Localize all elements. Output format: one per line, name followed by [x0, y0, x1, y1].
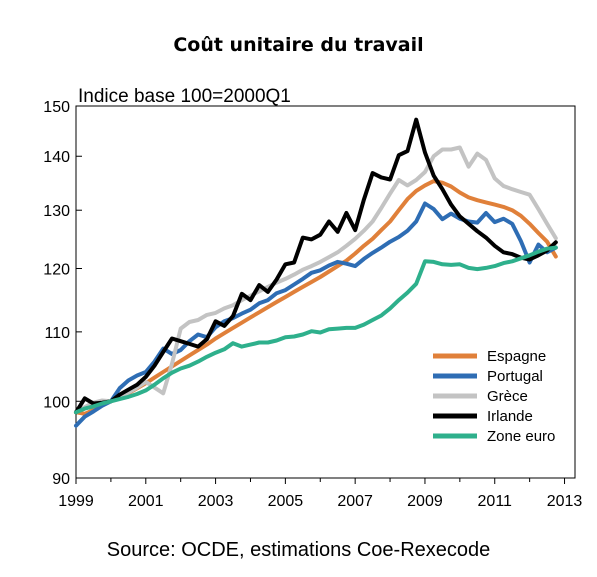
- x-tick-label: 2013: [547, 493, 583, 510]
- x-tick-label: 2009: [407, 493, 443, 510]
- y-tick-label: 110: [44, 325, 70, 342]
- series-line-irlande: [74, 117, 558, 415]
- x-tick-label: 2001: [128, 493, 164, 510]
- line-chart: 90 100 110 120 130 140 150 1999 2001 2003 2005 2007…: [43, 99, 582, 510]
- x-tick-label: 2005: [268, 493, 304, 510]
- chart-source: Source: OCDE, estimations Coe-Rexecode: [106, 539, 491, 561]
- chart-axes: 90 100 110 120 130 140 150 1999 2001 2003 2005 2007…: [43, 99, 582, 510]
- y-tick-label: 130: [43, 203, 70, 220]
- y-tick-label: 140: [43, 149, 70, 166]
- chart-subtitle: Indice base 100=2000Q1: [78, 86, 291, 107]
- series-line-portugal: [74, 201, 558, 428]
- y-tick-label: 100: [43, 394, 70, 411]
- y-tick-label: 90: [52, 471, 70, 488]
- chart-title: Coût unitaire du travail: [173, 34, 424, 56]
- legend-label-zone-euro: Zone euro: [487, 428, 555, 445]
- series-line-gr-ce: [74, 145, 558, 414]
- legend-label-irlande: Irlande: [487, 408, 533, 425]
- x-tick-label: 2011: [478, 493, 513, 510]
- legend-label-gr-ce: Grèce: [487, 388, 528, 405]
- x-tick-label: 2003: [198, 493, 234, 510]
- legend-label-portugal: Portugal: [487, 368, 543, 385]
- y-tick-label: 120: [43, 262, 70, 279]
- series-line-zone-euro: [74, 245, 558, 415]
- legend-label-espagne: Espagne: [487, 348, 546, 365]
- chart-legend: Espagne Portugal Grèce Irlande Zone euro: [433, 348, 555, 445]
- series-line-espagne: [74, 179, 558, 416]
- plot-frame: [75, 105, 576, 479]
- x-tick-label: 1999: [58, 493, 94, 510]
- y-tick-label: 150: [43, 99, 70, 116]
- x-tick-label: 2007: [337, 493, 373, 510]
- series-group: [74, 117, 558, 428]
